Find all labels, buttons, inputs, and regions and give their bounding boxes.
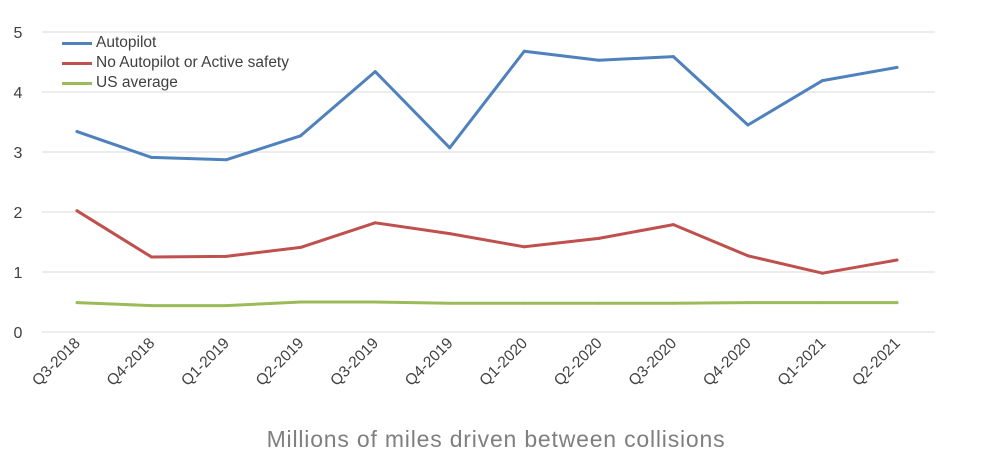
y-tick-label-4: 4: [14, 85, 23, 102]
data-point: [820, 301, 824, 305]
series-line-2: [75, 300, 899, 308]
data-point: [895, 258, 899, 262]
data-point: [150, 155, 154, 159]
data-point: [448, 301, 452, 305]
x-tick-label: Q4-2019: [402, 335, 457, 390]
data-point: [746, 301, 750, 305]
data-point: [522, 301, 526, 305]
data-point: [895, 301, 899, 305]
y-tick-label-3: 3: [14, 145, 23, 162]
legend-item-autopilot: Autopilot: [62, 33, 289, 53]
legend-swatch-autopilot: [62, 41, 92, 45]
data-point: [597, 236, 601, 240]
data-point: [224, 304, 228, 308]
legend-item-us-average: US average: [62, 73, 289, 93]
data-point: [522, 245, 526, 249]
x-tick-label: Q1-2021: [775, 335, 830, 390]
data-point: [373, 70, 377, 74]
x-tick-label: Q3-2020: [626, 335, 681, 390]
data-point: [299, 134, 303, 138]
y-tick-label-1: 1: [14, 265, 23, 282]
data-point: [75, 209, 79, 213]
data-point: [224, 158, 228, 162]
x-tick-label: Q3-2019: [327, 335, 382, 390]
x-tick-label: Q4-2020: [700, 335, 755, 390]
legend-swatch-us-average: [62, 81, 92, 85]
series-line-0: [75, 49, 899, 162]
data-point: [299, 245, 303, 249]
data-point: [746, 123, 750, 127]
data-point: [448, 146, 452, 150]
data-point: [448, 232, 452, 236]
y-tick-label-5: 5: [14, 25, 23, 42]
x-tick-label: Q1-2019: [178, 335, 233, 390]
data-point: [820, 79, 824, 83]
data-point: [746, 254, 750, 258]
data-point: [299, 300, 303, 304]
x-tick-label: Q2-2020: [551, 335, 606, 390]
data-point: [75, 130, 79, 134]
legend-label-us-average: US average: [96, 74, 178, 91]
legend: Autopilot No Autopilot or Active safety …: [62, 33, 289, 93]
data-point: [224, 254, 228, 258]
x-tick-label: Q1-2020: [476, 335, 531, 390]
legend-label-no-autopilot: No Autopilot or Active safety: [96, 54, 289, 71]
data-point: [820, 271, 824, 275]
x-tick-label: Q4-2018: [104, 335, 159, 390]
legend-swatch-no-autopilot: [62, 61, 92, 65]
x-axis-title: Millions of miles driven between collisi…: [266, 426, 726, 452]
y-tick-label-2: 2: [14, 205, 23, 222]
data-point: [671, 301, 675, 305]
data-point: [373, 300, 377, 304]
data-point: [597, 301, 601, 305]
data-point: [150, 304, 154, 308]
legend-item-no-autopilot: No Autopilot or Active safety: [62, 53, 289, 73]
data-point: [895, 65, 899, 69]
data-point: [522, 49, 526, 53]
data-point: [75, 301, 79, 305]
data-point: [150, 255, 154, 259]
series-line-1: [75, 209, 899, 275]
y-tick-label-0: 0: [14, 325, 23, 342]
data-point: [373, 221, 377, 225]
data-point: [671, 223, 675, 227]
data-point: [597, 58, 601, 62]
x-tick-label: Q3-2018: [29, 335, 84, 390]
x-tick-label: Q2-2019: [253, 335, 308, 390]
data-point: [671, 55, 675, 59]
legend-label-autopilot: Autopilot: [96, 34, 157, 51]
x-tick-label: Q2-2021: [849, 335, 904, 390]
